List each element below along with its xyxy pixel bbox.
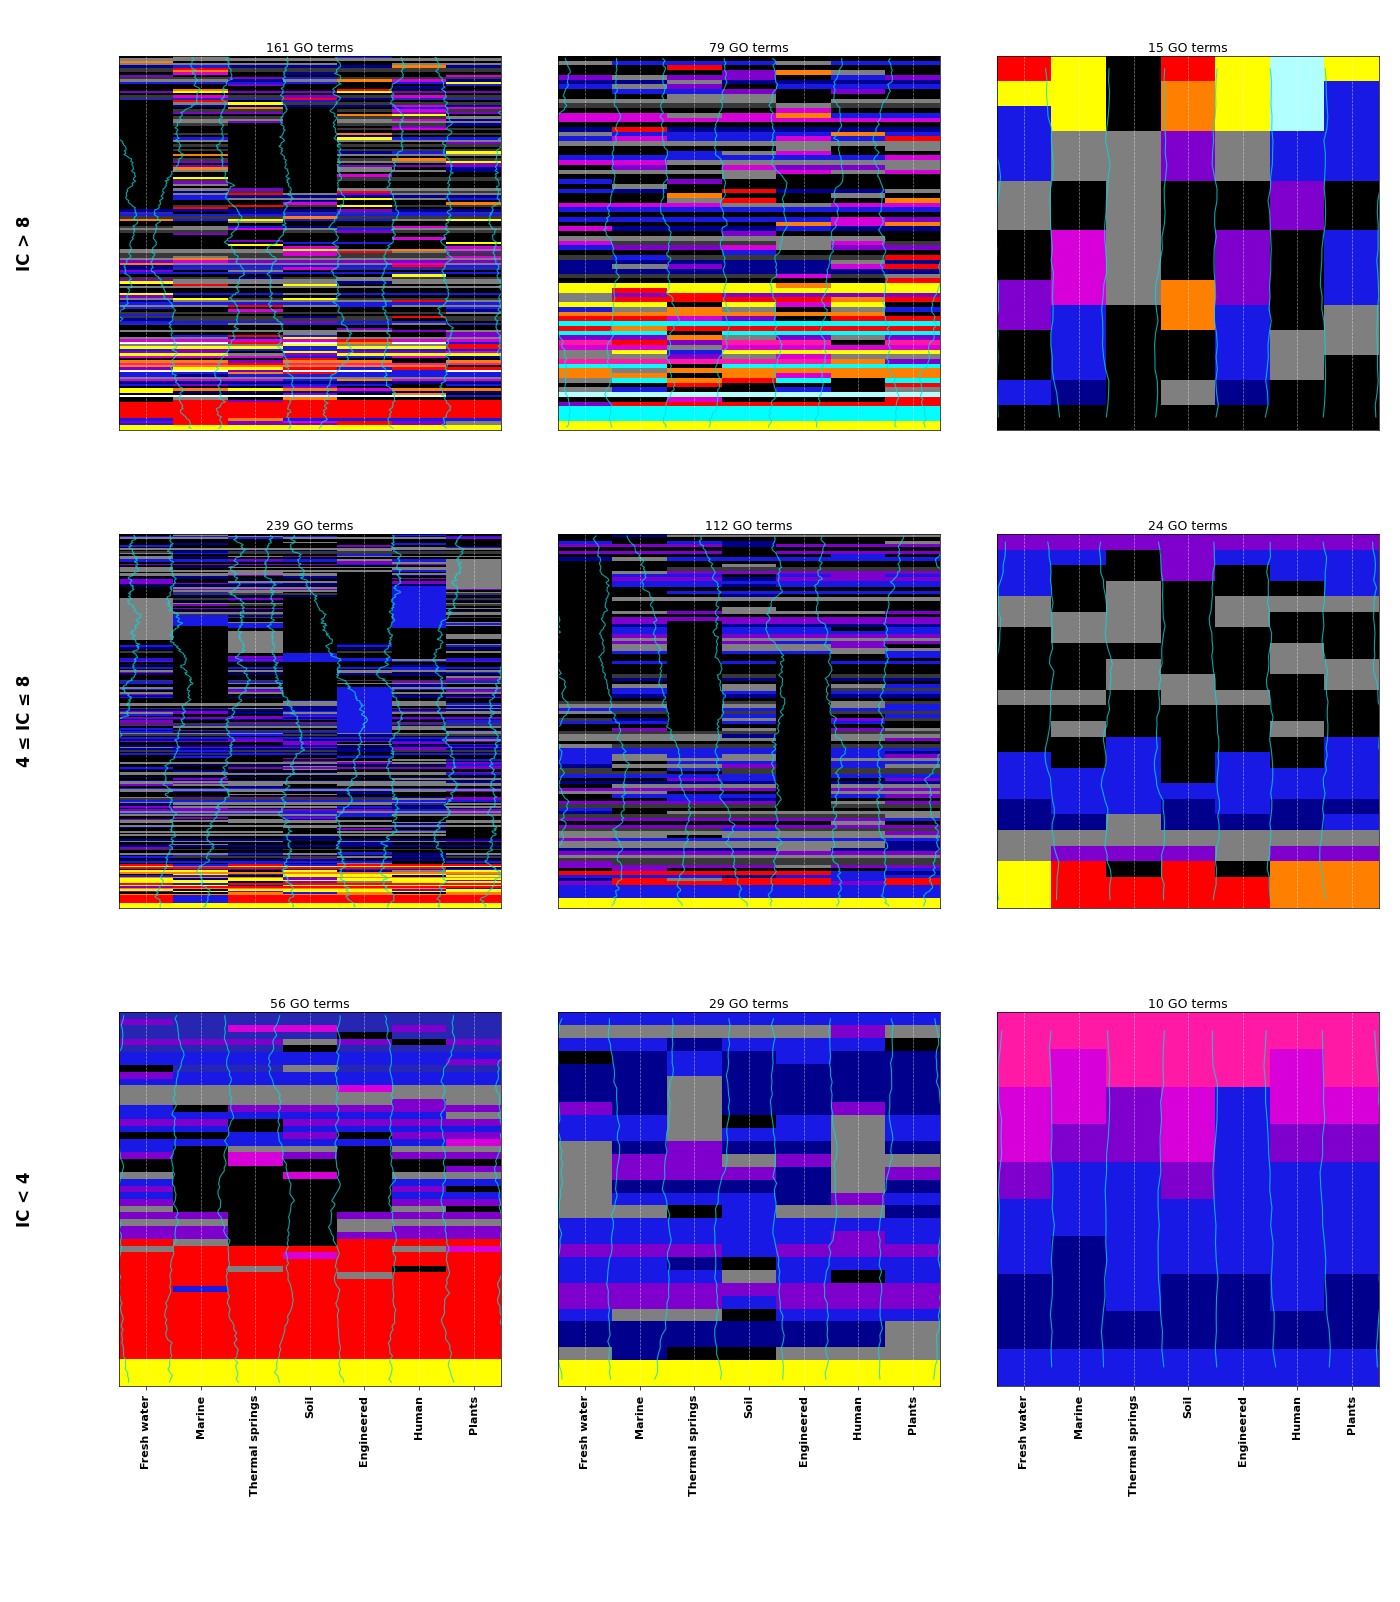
Text: 4 ≤ IC ≤ 8: 4 ≤ IC ≤ 8 xyxy=(17,674,34,767)
Title: 24 GO terms: 24 GO terms xyxy=(1148,521,1228,533)
Title: 161 GO terms: 161 GO terms xyxy=(266,42,354,54)
Title: 79 GO terms: 79 GO terms xyxy=(710,42,788,54)
Title: 29 GO terms: 29 GO terms xyxy=(710,998,788,1011)
Title: 56 GO terms: 56 GO terms xyxy=(270,998,350,1011)
Text: IC > 8: IC > 8 xyxy=(17,215,34,271)
Title: 10 GO terms: 10 GO terms xyxy=(1148,998,1228,1011)
Title: 239 GO terms: 239 GO terms xyxy=(266,521,354,533)
Text: IC < 4: IC < 4 xyxy=(17,1171,34,1227)
Title: 15 GO terms: 15 GO terms xyxy=(1148,42,1228,54)
Title: 112 GO terms: 112 GO terms xyxy=(706,521,792,533)
